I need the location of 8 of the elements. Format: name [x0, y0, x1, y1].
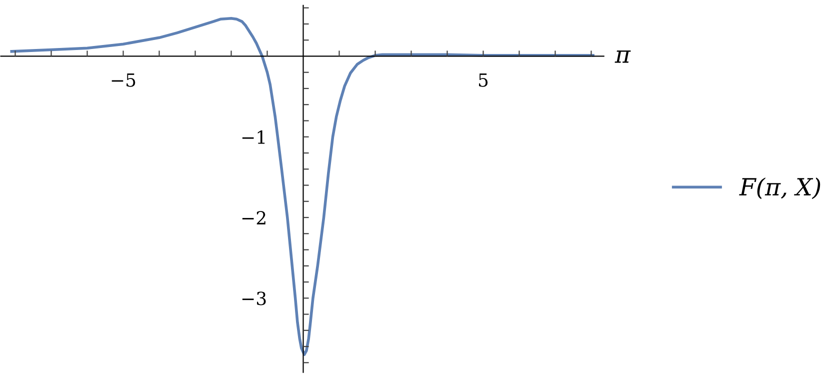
x-axis-title: π: [614, 50, 631, 63]
legend-label: F(π, X): [739, 177, 820, 200]
x-tick-label: 5: [479, 73, 488, 87]
line-series: [10, 16, 594, 356]
y-tick-label: −1: [242, 130, 265, 144]
y-tick-label: −2: [242, 210, 266, 224]
x-tick-label: −5: [112, 73, 136, 87]
y-tick-label: −3: [242, 292, 266, 306]
